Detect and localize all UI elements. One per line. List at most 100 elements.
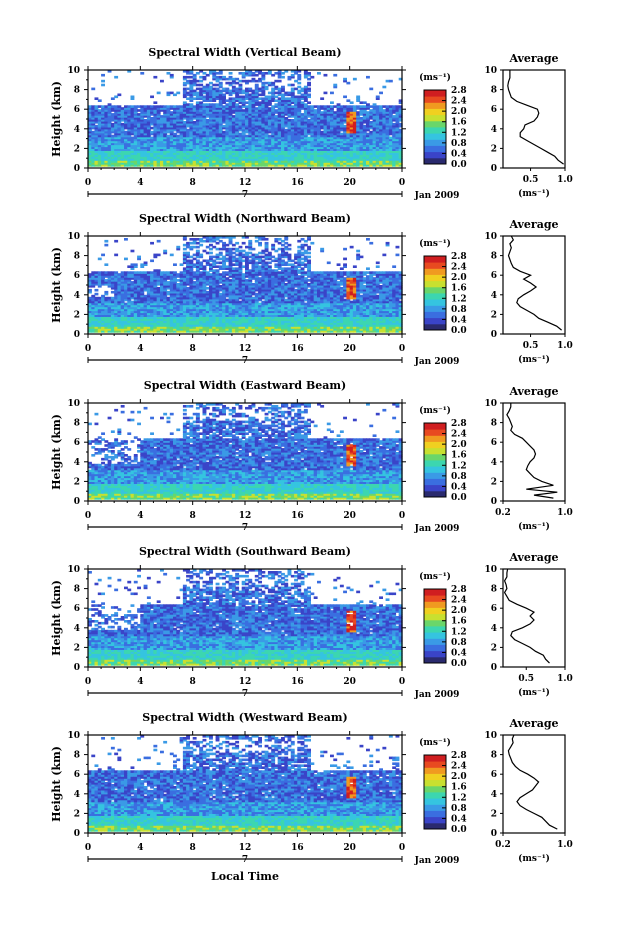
heatmap-cell	[110, 130, 115, 134]
heatmap-cell	[261, 103, 266, 106]
heatmap-cell	[120, 140, 125, 144]
heatmap-cell	[202, 91, 207, 95]
heatmap-cell	[117, 130, 122, 134]
heatmap-cell	[238, 79, 243, 83]
heatmap-cell	[330, 154, 334, 157]
heatmap-cell	[186, 156, 190, 159]
heatmap-cell	[303, 99, 308, 102]
heatmap-cell	[120, 134, 125, 138]
heatmap-cell	[346, 164, 351, 167]
heatmap-cell	[137, 105, 141, 108]
heatmap-cell	[212, 89, 217, 93]
heatmap-cell	[153, 124, 158, 128]
heatmap-cell	[117, 107, 122, 110]
heatmap-cell	[104, 142, 109, 146]
heatmap-cell	[117, 162, 122, 165]
heatmap-cell	[251, 156, 256, 159]
heatmap-cell	[97, 160, 102, 163]
heatmap-cell	[281, 154, 285, 157]
heatmap-cell	[209, 113, 213, 116]
heatmap-cell	[182, 126, 187, 130]
heatmap-cell	[94, 128, 99, 132]
heatmap-cell	[339, 132, 344, 136]
heatmap-cell	[156, 156, 161, 159]
heatmap-cell	[336, 146, 341, 149]
heatmap-cell	[143, 111, 148, 114]
heatmap-cell	[366, 75, 370, 79]
heatmap-cell	[320, 130, 325, 134]
heatmap-cell	[258, 124, 262, 128]
heatmap-cell	[88, 148, 92, 151]
heatmap-cell	[320, 136, 325, 140]
heatmap-cell	[182, 107, 187, 110]
heatmap-cell	[140, 132, 145, 136]
heatmap-cell	[189, 93, 194, 97]
heatmap-cell	[127, 124, 132, 128]
heatmap-cell	[199, 91, 204, 95]
heatmap-cell	[267, 119, 272, 122]
heatmap-cell	[228, 81, 233, 85]
heatmap-cell	[166, 122, 171, 126]
heatmap-cell	[146, 152, 151, 155]
heatmap-cell	[150, 107, 154, 110]
heatmap-cell	[182, 138, 187, 142]
heatmap-cell	[238, 115, 243, 118]
heatmap-cell	[120, 124, 125, 128]
heatmap-cell	[133, 164, 138, 167]
heatmap-cell	[192, 111, 197, 114]
colorbar-swatch	[424, 133, 446, 140]
heatmap-cell	[146, 134, 151, 138]
heatmap-cell	[212, 136, 217, 140]
heatmap-cell	[235, 128, 240, 132]
colorbar-tick-label: 2.8	[451, 86, 467, 96]
heatmap-cell	[258, 130, 262, 134]
heatmap-cell	[339, 107, 344, 110]
heatmap-cell	[343, 154, 347, 157]
heatmap-cell	[238, 113, 243, 116]
panel-title: Spectral Width (Northward Beam)	[139, 212, 351, 225]
heatmap-cell	[176, 130, 181, 134]
heatmap-cell	[245, 142, 249, 146]
heatmap-cell	[137, 152, 141, 155]
heatmap-cell	[225, 144, 230, 148]
heatmap-cell	[326, 140, 331, 144]
heatmap-cell	[101, 111, 105, 114]
heatmap-cell	[330, 144, 334, 148]
heatmap-cell	[231, 140, 236, 144]
heatmap-cell	[97, 111, 102, 114]
heatmap-cell	[281, 150, 285, 153]
heatmap-cell	[300, 117, 305, 120]
heatmap-cell	[163, 152, 168, 155]
heatmap-cell	[218, 105, 223, 108]
heatmap-cell	[218, 101, 223, 104]
heatmap-cell	[336, 128, 341, 132]
heatmap-cell	[192, 138, 197, 142]
heatmap-cell	[317, 152, 321, 155]
heatmap-cell	[179, 148, 184, 151]
heatmap-cell	[110, 156, 115, 159]
heatmap-cell	[271, 109, 276, 112]
heatmap-cell	[307, 111, 311, 114]
heatmap-cell	[248, 95, 253, 99]
heatmap-cell	[343, 136, 347, 140]
heatmap-cell	[153, 164, 158, 167]
heatmap-cell	[277, 79, 282, 83]
heatmap-cell	[137, 255, 141, 259]
heatmap-cell	[146, 164, 151, 167]
heatmap-cell	[336, 154, 341, 157]
x-tick-label: 16	[291, 178, 304, 188]
heatmap-cell	[124, 138, 128, 142]
heatmap-cell	[336, 111, 341, 114]
heatmap-cell	[320, 156, 325, 159]
heatmap-cell	[277, 73, 282, 77]
heatmap-cell	[281, 134, 285, 138]
heatmap-cell	[287, 158, 292, 161]
heatmap-cell	[146, 115, 151, 118]
heatmap-cell	[117, 122, 122, 126]
heatmap-cell	[202, 87, 207, 91]
heatmap-cell	[248, 99, 253, 102]
heatmap-cell	[88, 162, 92, 165]
heatmap-cell	[225, 136, 230, 140]
heatmap-cell	[264, 121, 269, 124]
heatmap-cell	[173, 164, 177, 167]
